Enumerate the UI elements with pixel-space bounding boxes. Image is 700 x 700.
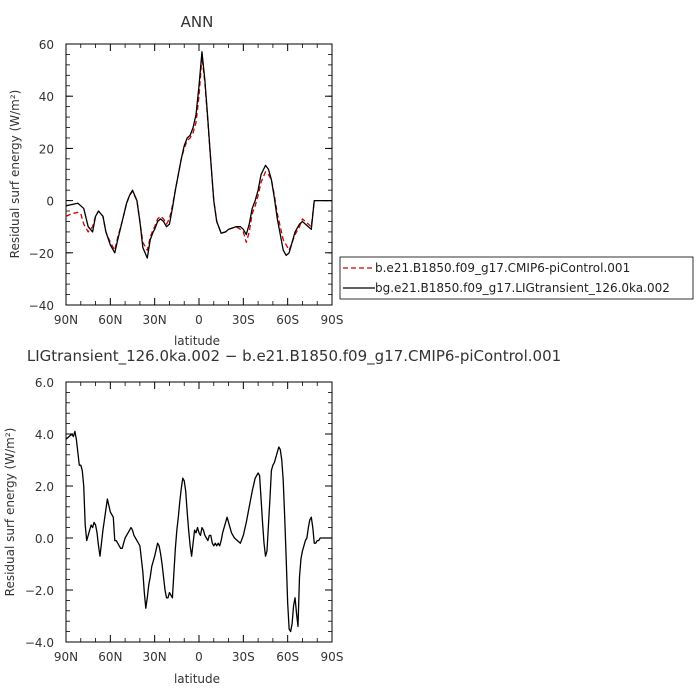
y-tick-label: −20	[29, 247, 54, 261]
series-line-1	[65, 430, 332, 633]
panel-bottom-ylabel: Residual surf energy (W/m²)	[3, 428, 17, 597]
y-tick-label: −40	[29, 299, 54, 313]
x-tick-label: 90S	[321, 313, 344, 327]
y-tick-label: 40	[39, 90, 54, 104]
legend-label-control: b.e21.B1850.f09_g17.CMIP6-piControl.001	[375, 261, 630, 275]
y-tick-label: 20	[39, 142, 54, 156]
x-tick-label: 90N	[54, 313, 78, 327]
y-tick-label: 0.0	[35, 532, 54, 546]
legend-label-lig: bg.e21.B1850.f09_g17.LIGtransient_126.0k…	[375, 281, 670, 295]
x-tick-label: 90S	[321, 650, 344, 664]
y-tick-label: 0	[46, 195, 54, 209]
panel-top-series	[65, 51, 332, 259]
x-tick-label: 60S	[276, 313, 299, 327]
panel-bottom-series	[65, 430, 332, 633]
panel-top-ylabel: Residual surf energy (W/m²)	[8, 90, 22, 259]
y-tick-label: 6.0	[35, 376, 54, 390]
panel-top-xlabel: latitude	[174, 334, 220, 348]
x-tick-label: 30N	[143, 650, 167, 664]
x-tick-label: 0	[195, 313, 203, 327]
panel-bottom-title: LIGtransient_126.0ka.002 − b.e21.B1850.f…	[27, 347, 561, 366]
y-tick-label: −4.0	[25, 636, 54, 650]
panel-top-axes: 90N 60N 30N 0 30S 60S 90S −40 −20 0 20 40 60	[29, 38, 344, 327]
x-tick-label: 30S	[232, 650, 255, 664]
panel-top: ANN Residual surf energy (W/m²) latitude…	[8, 13, 343, 348]
x-tick-label: 0	[195, 650, 203, 664]
legend: b.e21.B1850.f09_g17.CMIP6-piControl.001 …	[339, 256, 694, 300]
x-tick-label: 60N	[98, 313, 122, 327]
panel-top-title: ANN	[181, 13, 214, 31]
legend-box	[339, 256, 694, 300]
x-tick-label: 60N	[98, 650, 122, 664]
panel-bottom: LIGtransient_126.0ka.002 − b.e21.B1850.f…	[3, 347, 561, 686]
series-line-2	[65, 51, 332, 259]
panel-bottom-xlabel: latitude	[174, 672, 220, 686]
panel-bottom-axes: 90N 60N 30N 0 30S 60S 90S −4.0 −2.0 0.0 2.0 4.0 6.0	[25, 376, 344, 664]
y-tick-label: 60	[39, 38, 54, 52]
y-tick-label: −2.0	[25, 584, 54, 598]
x-tick-label: 30N	[143, 313, 167, 327]
x-tick-label: 90N	[54, 650, 78, 664]
x-tick-label: 60S	[276, 650, 299, 664]
y-tick-label: 4.0	[35, 428, 54, 442]
y-tick-label: 2.0	[35, 480, 54, 494]
x-tick-label: 30S	[232, 313, 255, 327]
